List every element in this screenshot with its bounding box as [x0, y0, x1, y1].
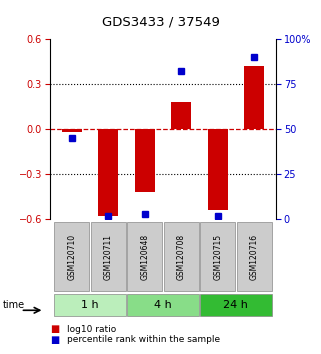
Bar [91, 222, 126, 291]
Text: 1 h: 1 h [81, 300, 99, 310]
Bar [54, 294, 126, 316]
Text: ■: ■ [50, 335, 59, 345]
Text: GSM120708: GSM120708 [177, 234, 186, 280]
Bar [164, 222, 199, 291]
Text: 24 h: 24 h [223, 300, 248, 310]
Bar [244, 66, 264, 129]
Text: log10 ratio: log10 ratio [67, 325, 117, 334]
Bar [98, 129, 118, 216]
Bar [208, 129, 228, 210]
Bar [134, 129, 155, 192]
Text: GSM120715: GSM120715 [213, 234, 222, 280]
Bar [54, 222, 89, 291]
Text: time: time [3, 300, 25, 310]
Text: ■: ■ [50, 324, 59, 334]
Bar [171, 102, 191, 129]
Text: 4 h: 4 h [154, 300, 172, 310]
Bar [127, 222, 162, 291]
Text: GSM120648: GSM120648 [140, 234, 149, 280]
Bar [62, 129, 82, 132]
Bar [237, 222, 272, 291]
Text: GSM120711: GSM120711 [104, 234, 113, 280]
Text: GDS3433 / 37549: GDS3433 / 37549 [101, 16, 220, 29]
Bar [127, 294, 199, 316]
Text: GSM120710: GSM120710 [67, 234, 76, 280]
Text: percentile rank within the sample: percentile rank within the sample [67, 335, 221, 344]
Bar [200, 294, 272, 316]
Text: GSM120716: GSM120716 [250, 234, 259, 280]
Bar [200, 222, 235, 291]
